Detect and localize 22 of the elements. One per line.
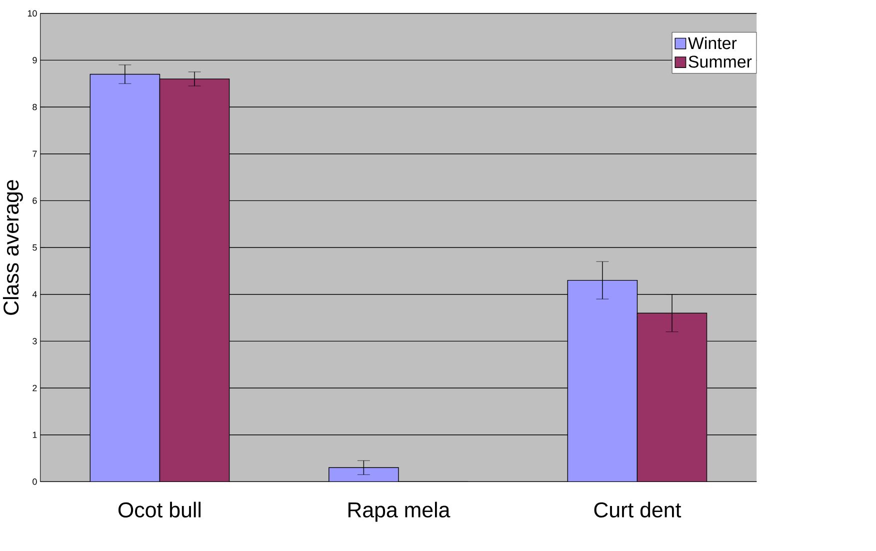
- y-tick-label: 10: [28, 10, 37, 16]
- y-tick-label: 0: [32, 478, 37, 485]
- x-tick-label: Ocot bull: [118, 502, 201, 518]
- y-tick-label: 8: [32, 104, 37, 110]
- bar: [636, 312, 708, 482]
- bar: [90, 74, 160, 482]
- y-tick-label: 6: [32, 197, 37, 204]
- bar: [567, 280, 638, 482]
- x-tick-label: Rapa mela: [348, 502, 450, 522]
- legend-label: Winter: [688, 36, 737, 50]
- x-tick-label: Curt dent: [594, 502, 682, 518]
- y-tick-label: 9: [32, 56, 37, 64]
- y-tick-label: 2: [32, 384, 37, 392]
- bar: [159, 78, 230, 482]
- y-axis-title: Class average: [2, 180, 23, 315]
- bar: [328, 467, 399, 482]
- legend-label: Summer: [688, 56, 752, 68]
- y-tick-label: 5: [32, 244, 37, 251]
- y-tick-label: 4: [32, 291, 37, 298]
- y-tick-label: 3: [32, 338, 37, 344]
- y-tick-label: 7: [32, 150, 37, 157]
- y-tick-label: 1: [32, 432, 37, 438]
